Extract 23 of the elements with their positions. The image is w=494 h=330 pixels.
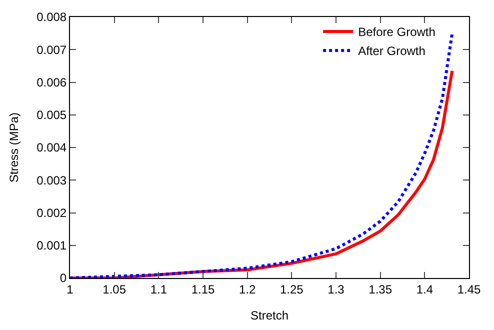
y-tick-label: 0.003 <box>36 173 67 188</box>
legend-label: Before Growth <box>358 25 436 40</box>
y-tick-label: 0.008 <box>36 10 67 24</box>
y-axis-title: Stress (MPa) <box>6 112 21 183</box>
x-tick-label: 1.3 <box>328 282 345 296</box>
y-tick-label: 0.002 <box>36 206 67 220</box>
y-tick-label: 0.005 <box>36 108 67 122</box>
x-tick-label: 1.2 <box>238 282 256 296</box>
y-tick-label: 0.006 <box>36 75 67 90</box>
x-tick-label: 1.05 <box>102 282 126 296</box>
y-tick-label: 0.004 <box>36 140 67 155</box>
x-axis-title: Stretch <box>250 308 289 322</box>
y-tick-label: 0 <box>60 271 67 286</box>
y-tick-label: 0.001 <box>36 238 67 253</box>
x-tick-label: 1.45 <box>457 282 481 296</box>
legend-label: After Growth <box>358 44 426 58</box>
y-tick-label: 0.007 <box>36 42 67 57</box>
x-tick-label: 1.4 <box>416 282 434 296</box>
x-tick-label: 1.15 <box>191 282 215 296</box>
x-tick-label: 1.25 <box>280 282 304 296</box>
x-tick-label: 1 <box>66 282 74 296</box>
x-tick-label: 1.1 <box>150 282 168 296</box>
x-tick-label: 1.35 <box>368 282 392 296</box>
